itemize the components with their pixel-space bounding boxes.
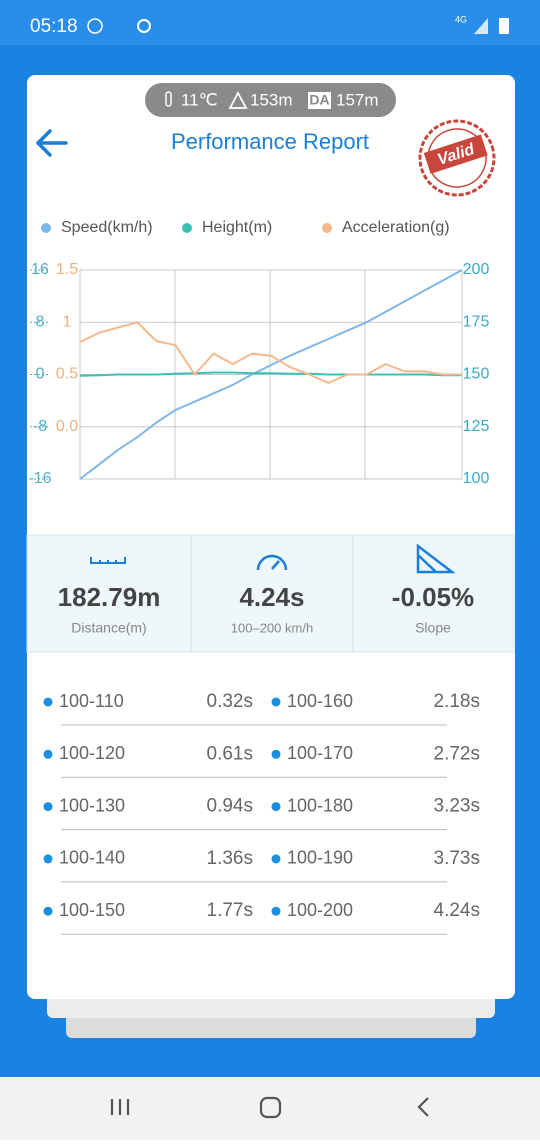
y2-tick-label: 125 [463, 418, 490, 435]
split-range: 100-200 [287, 900, 353, 920]
temperature: 11℃ [181, 90, 218, 109]
da-label: DA [309, 92, 329, 108]
stat-value: 182.79m [58, 582, 161, 612]
y3-tick-label: 1.5 [56, 261, 78, 278]
slope-icon [416, 543, 456, 574]
stat-value: 4.24s [239, 582, 304, 612]
da-badge [308, 92, 331, 109]
density-altitude: 157m [336, 90, 379, 109]
nav-bar [0, 1077, 540, 1140]
timer-needle [271, 560, 280, 570]
y-tick-label: -16 [28, 470, 51, 487]
network-label: 4G [455, 14, 467, 24]
timer-icon [256, 554, 288, 571]
stat-label: Slope [415, 620, 451, 636]
split-range: 100-170 [287, 743, 353, 763]
split-dot [43, 749, 53, 759]
stamp-ring [418, 119, 496, 197]
legend-marker [182, 223, 192, 233]
y3-tick-label: 0.5 [56, 366, 78, 383]
split-time: 4.24s [434, 900, 480, 921]
y2-tick-label: 150 [463, 366, 490, 383]
battery-icon [499, 18, 509, 34]
split-time: 1.36s [207, 848, 253, 869]
distance-icon [90, 557, 126, 564]
back-nav-button[interactable] [417, 1097, 429, 1117]
back-button[interactable] [36, 129, 68, 157]
y3-tick-label: 0.0 [56, 418, 78, 435]
y-tick-label: 8 [36, 313, 45, 330]
split-time: 0.94s [207, 796, 253, 817]
split-time: 3.73s [434, 848, 480, 869]
altitude-icon [228, 91, 248, 109]
split-dot [271, 906, 281, 916]
split-time: 2.18s [434, 691, 480, 712]
y-tick-label: 16 [31, 261, 49, 278]
status-bar [0, 0, 540, 45]
y2-tick-label: 200 [463, 261, 490, 278]
split-range: 100-150 [59, 900, 125, 920]
legend-label: Height(m) [202, 219, 272, 236]
page-title: Performance Report [171, 129, 369, 154]
series-line [79, 371, 462, 377]
y3-tick-label: 1 [63, 313, 72, 330]
y2-tick-label: 175 [463, 313, 490, 330]
chart: 16 8 0 -8 -16 1.5 1 0.5 0.0 200 175 150 125 100 Speed(… [28, 219, 489, 487]
split-time: 1.77s [207, 900, 253, 921]
recent-apps-button[interactable] [110, 1099, 130, 1115]
legend-label: Speed(km/h) [61, 219, 153, 236]
y2-tick-label: 100 [463, 470, 490, 487]
status-icon [87, 18, 103, 34]
split-time: 0.32s [207, 691, 253, 712]
split-range: 100-180 [287, 795, 353, 815]
splits-table: 100-110 0.32s 100-160 2.18s 100-120 0.61s 100-… [43, 691, 480, 935]
altitude: 153m [250, 90, 293, 109]
stat-value: -0.05% [392, 582, 474, 612]
y-tick-label: -8 [33, 418, 47, 435]
split-range: 100-160 [287, 691, 353, 711]
legend-label: Acceleration(g) [342, 219, 450, 236]
legend-marker [322, 223, 332, 233]
split-dot [271, 854, 281, 864]
split-dot [43, 906, 53, 916]
status-icon [137, 19, 151, 33]
split-dot [271, 802, 281, 812]
split-dot [43, 854, 53, 864]
status-time: 05:18 [30, 16, 78, 37]
signal-icon [474, 18, 488, 34]
series-line [79, 321, 462, 384]
split-dot [43, 802, 53, 812]
conditions-pill [145, 83, 396, 117]
split-dot [271, 749, 281, 759]
stats: 182.79m Distance(m) 4.24s 100–200 km/h -0.05… [58, 582, 475, 636]
split-time: 0.61s [207, 743, 253, 764]
split-time: 3.23s [434, 796, 480, 817]
thermometer-icon [165, 91, 172, 107]
split-range: 100-110 [59, 691, 124, 711]
split-dot [271, 697, 281, 707]
series-line [79, 269, 463, 480]
split-range: 100-130 [59, 795, 125, 815]
stamp-band [423, 134, 488, 174]
split-range: 100-120 [59, 743, 125, 763]
y-tick-label: 0 [36, 366, 45, 383]
split-range: 100-190 [287, 848, 353, 868]
split-dot [43, 697, 53, 707]
stats-panel [26, 534, 515, 653]
legend-marker [41, 223, 51, 233]
home-button[interactable] [259, 1096, 282, 1119]
split-range: 100-140 [59, 848, 125, 868]
stat-label: Distance(m) [71, 620, 146, 636]
split-time: 2.72s [434, 743, 480, 764]
stat-label: 100–200 km/h [231, 620, 313, 635]
